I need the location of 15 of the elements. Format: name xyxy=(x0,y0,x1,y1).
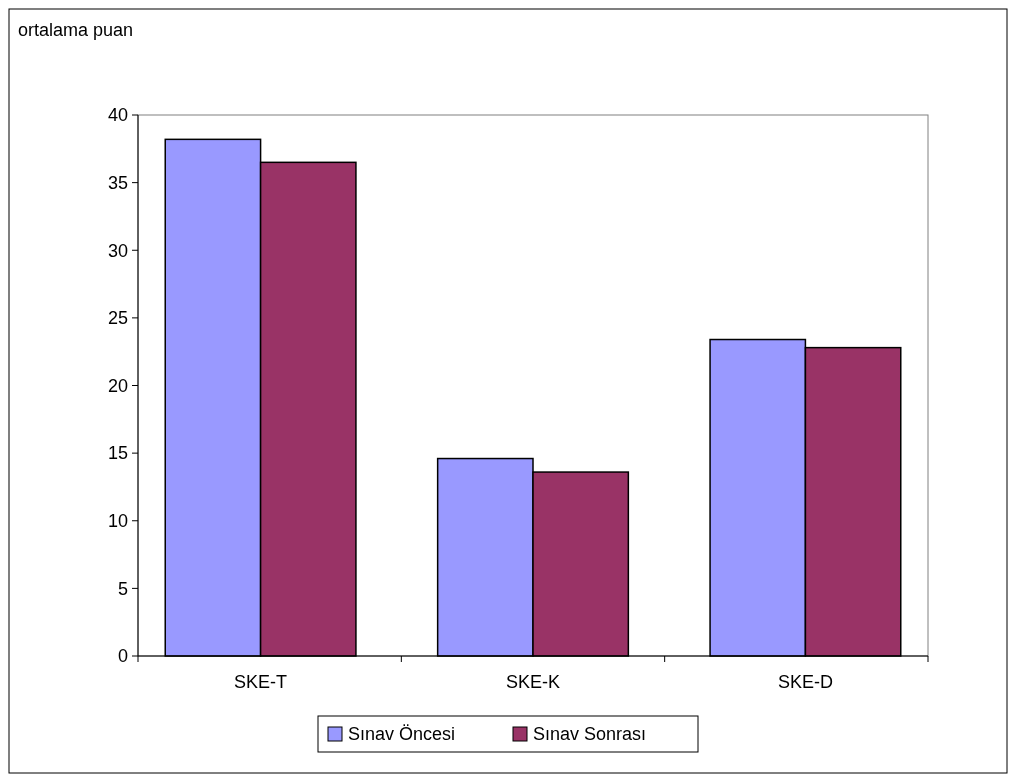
y-tick-label: 15 xyxy=(107,443,128,464)
legend-label: Sınav Sonrası xyxy=(533,724,647,744)
y-tick-label: 40 xyxy=(107,105,128,126)
y-axis-title: ortalama puan xyxy=(18,20,134,40)
y-tick-label: 20 xyxy=(107,375,128,396)
x-tick-label: SKE-K xyxy=(505,672,561,692)
x-tick-label: SKE-T xyxy=(234,672,288,692)
x-tick-label: SKE-D xyxy=(777,672,833,692)
y-tick-label: 5 xyxy=(117,578,128,599)
y-tick-label: 10 xyxy=(107,511,128,532)
y-tick-label: 30 xyxy=(107,240,128,261)
legend-label: Sınav Öncesi xyxy=(348,724,456,744)
y-tick-label: 25 xyxy=(107,308,128,329)
y-tick-label: 35 xyxy=(107,172,128,193)
y-tick-label: 0 xyxy=(117,646,128,667)
